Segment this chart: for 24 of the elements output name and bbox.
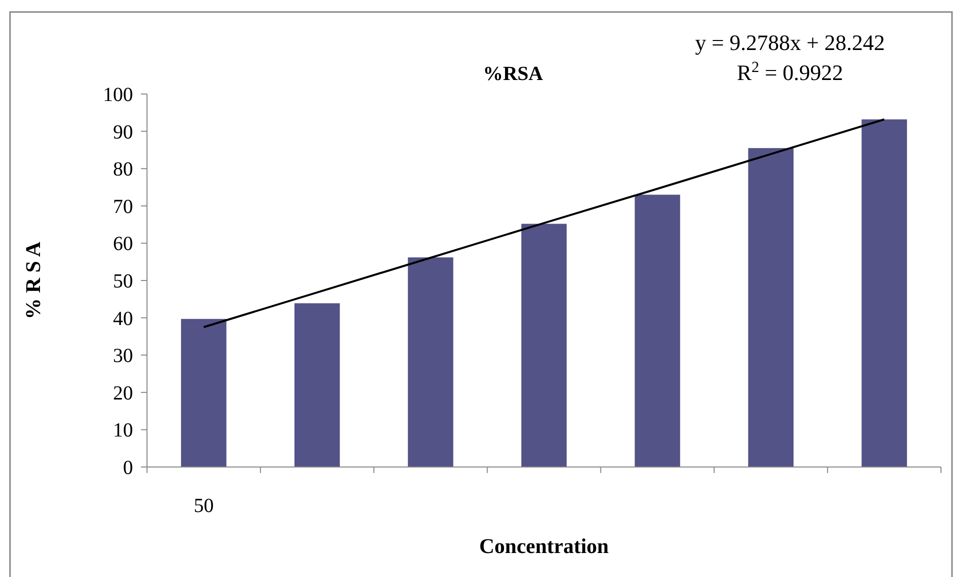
x-axis-title: Concentration <box>479 534 610 558</box>
chart-title: %RSA <box>482 63 544 85</box>
bar <box>634 194 680 467</box>
y-axis-title: % R S A <box>21 240 45 320</box>
y-tick-label: 20 <box>113 382 133 404</box>
bar <box>294 303 340 467</box>
y-tick-label: 90 <box>113 121 133 144</box>
bar <box>181 318 226 467</box>
y-tick-label: 70 <box>113 196 133 218</box>
bar <box>862 119 907 467</box>
line-series <box>202 118 886 328</box>
y-tick-label: 0 <box>123 457 133 479</box>
y-tick-label: 50 <box>113 270 133 292</box>
text: R$^{2}$ = 0.9922 <box>736 58 844 85</box>
y-tick-label: 80 <box>113 158 133 181</box>
y-tick-label: 10 <box>113 420 133 442</box>
bar <box>748 148 794 467</box>
bar <box>408 257 454 467</box>
y-tick-label: 30 <box>113 345 133 368</box>
y-tick-label: 40 <box>113 308 133 330</box>
bar <box>521 224 567 467</box>
y-tick-label: 60 <box>113 233 133 256</box>
text: y = 9.2788x + 28.242 <box>695 30 885 55</box>
y-tick-label: 100 <box>103 84 133 106</box>
